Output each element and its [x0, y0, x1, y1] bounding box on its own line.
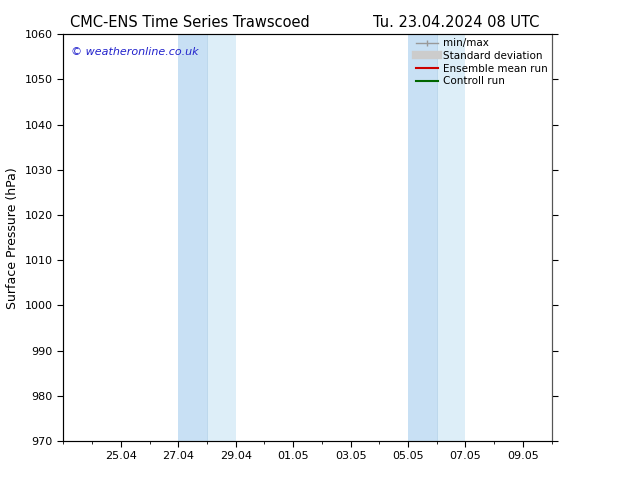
Bar — [437, 34, 465, 441]
Bar — [178, 34, 207, 441]
Bar — [408, 34, 437, 441]
Legend: min/max, Standard deviation, Ensemble mean run, Controll run: min/max, Standard deviation, Ensemble me… — [413, 36, 550, 88]
Bar — [207, 34, 236, 441]
Y-axis label: Surface Pressure (hPa): Surface Pressure (hPa) — [6, 167, 19, 309]
Text: © weatheronline.co.uk: © weatheronline.co.uk — [71, 47, 198, 56]
Text: CMC-ENS Time Series Trawscoed: CMC-ENS Time Series Trawscoed — [70, 15, 310, 30]
Text: Tu. 23.04.2024 08 UTC: Tu. 23.04.2024 08 UTC — [373, 15, 540, 30]
